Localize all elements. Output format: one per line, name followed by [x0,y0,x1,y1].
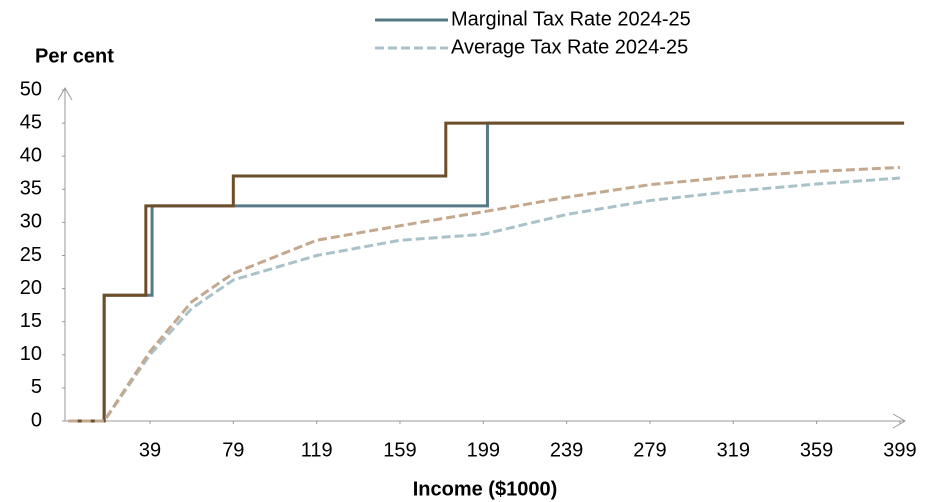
y-tick-label: 30 [20,211,42,233]
axes [57,87,906,429]
x-tick-label: 399 [883,439,916,461]
y-tick-label: 25 [20,244,42,266]
y-axis-title: Per cent [35,45,114,67]
x-tick-label: 319 [717,439,750,461]
y-tick-label: 10 [20,343,42,365]
y-tick-label: 50 [20,78,42,100]
x-tick-label: 159 [383,439,416,461]
x-tick-label: 79 [222,439,244,461]
y-tick-label: 0 [31,409,42,431]
x-axis-arrow [892,413,906,429]
y-tick-label: 45 [20,111,42,133]
series-line [68,165,900,423]
x-tick-label: 359 [800,439,833,461]
x-axis-title: Income ($1000) [413,478,558,500]
y-tick-label: 15 [20,310,42,332]
legend-label: Average Tax Rate 2024-25 [451,36,688,58]
x-tick-label: 239 [550,439,583,461]
x-tick-label: 279 [633,439,666,461]
x-tick-label: 39 [139,439,161,461]
series-line [68,121,905,423]
y-tick-label: 20 [20,277,42,299]
y-axis-arrow [57,87,73,101]
y-tick-label: 40 [20,144,42,166]
x-tick-label: 199 [467,439,500,461]
legend-label: Marginal Tax Rate 2024-25 [451,8,691,30]
series-line [68,121,905,423]
x-tick-label: 119 [301,439,333,461]
y-tick-label: 5 [31,376,42,398]
y-tick-label: 35 [20,178,42,200]
